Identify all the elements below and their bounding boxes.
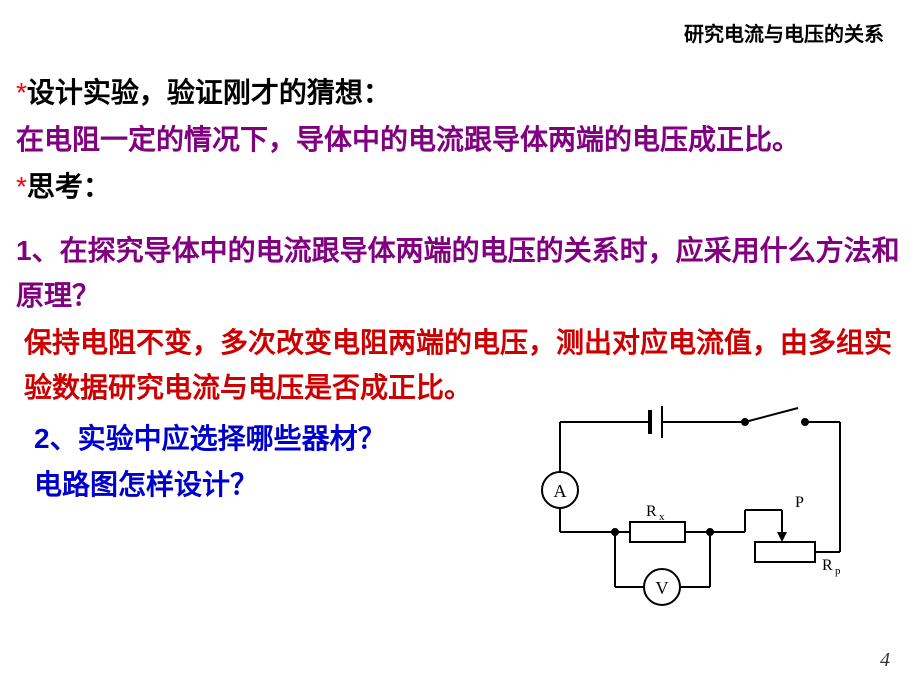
design-text: 设计实验，验证刚才的猜想：	[27, 77, 391, 108]
rp-label: R	[822, 557, 833, 574]
question-1: 1、在探究导体中的电流跟导体两端的电压的关系时，应采用什么方法和原理？	[16, 229, 904, 319]
voltmeter-label: V	[656, 578, 669, 598]
header-title: 研究电流与电压的关系	[684, 24, 884, 46]
page-number: 4	[880, 649, 890, 672]
ammeter-label: A	[554, 481, 567, 501]
line-design: *设计实验，验证刚才的猜想：	[16, 71, 904, 116]
line-hypothesis: 在电阻一定的情况下，导体中的电流跟导体两端的电压成正比。	[16, 118, 904, 163]
circuit-diagram: A V R x P R p	[520, 402, 870, 612]
asterisk-2: *	[16, 171, 27, 202]
slider-label: P	[795, 494, 804, 511]
rp-sub: p	[835, 565, 841, 577]
slide-header: 研究电流与电压的关系	[16, 18, 904, 47]
answer-1: 保持电阻不变，多次改变电阻两端的电压，测出对应电流值，由多组实验数据研究电流与电…	[16, 321, 904, 411]
rx-sub: x	[659, 511, 665, 523]
rx-label: R	[646, 503, 657, 520]
asterisk-1: *	[16, 77, 27, 108]
think-text: 思考：	[27, 171, 111, 202]
line-think: *思考：	[16, 165, 904, 210]
